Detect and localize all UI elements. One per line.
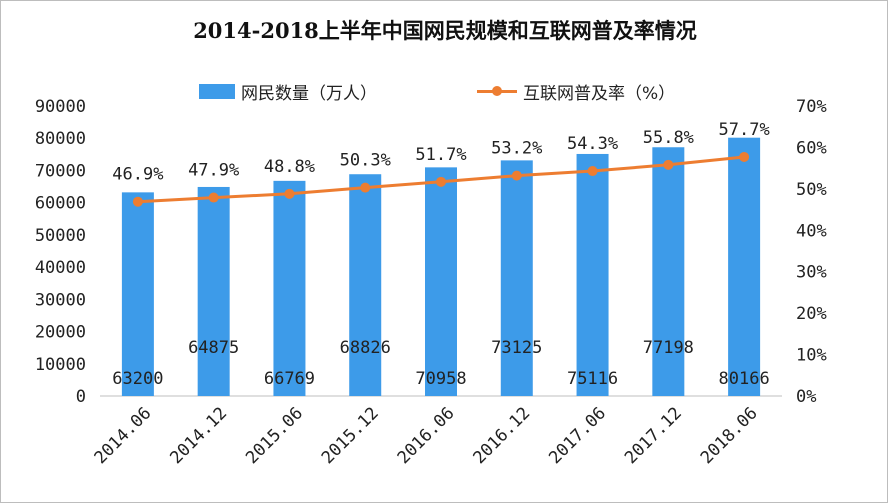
line-point-2018.06 [739,151,750,162]
line-point-2014.06 [132,196,143,207]
x-tick-label: 2017.06 [545,403,610,468]
y-right-tick-label: 60% [796,138,827,158]
legend-item-bar-series: 网民数量（万人） [199,81,377,104]
bar-2017.12 [652,147,685,396]
y-left-tick-label: 30000 [35,290,86,310]
line-value-label: 50.3% [340,151,391,171]
line-value-label: 53.2% [491,139,542,159]
line-point-2015.06 [284,188,295,199]
bar-value-label: 73125 [491,338,542,358]
chart-title: 2014-2018上半年中国网民规模和互联网普及率情况 [193,18,697,43]
bar-value-label: 68826 [340,338,391,358]
line-point-2015.12 [360,182,371,193]
y-right-tick-label: 20% [796,304,827,324]
line-point-2014.12 [208,192,219,203]
x-tick-label: 2017.12 [621,403,686,468]
bar-2014.12 [197,186,230,396]
bar-2016.12 [500,160,533,396]
x-tick-label: 2015.06 [242,403,307,468]
bar-value-label: 77198 [643,338,694,358]
line-value-label: 47.9% [188,161,239,181]
line-value-label: 51.7% [415,145,466,165]
bar-value-label: 64875 [188,338,239,358]
line-value-label: 54.3% [567,134,618,154]
bar-2017.06 [576,153,609,396]
legend-item-line-series: 互联网普及率（%） [477,81,676,104]
bar-2014.06 [121,192,154,396]
line-point-2017.12 [663,159,674,170]
y-left-tick-label: 90000 [35,97,86,117]
bar-2016.06 [425,167,457,396]
bar-2015.06 [273,180,306,396]
legend-swatch-line [477,84,517,98]
legend-swatch-bar [199,83,235,99]
legend-label-line-series: 互联网普及率（%） [523,83,676,104]
bar-value-label: 80166 [719,369,770,389]
bar-value-label: 70958 [415,369,466,389]
line-value-label: 55.8% [643,128,694,148]
bar-2015.12 [349,174,382,396]
x-tick-label: 2016.06 [394,403,459,468]
y-right-tick-label: 0% [796,387,816,407]
line-point-2016.06 [436,176,446,187]
y-right-tick-label: 70% [796,97,827,117]
bar-value-label: 63200 [112,369,163,389]
line-value-label: 48.8% [264,157,315,177]
y-left-tick-label: 80000 [35,129,86,149]
y-right-tick-label: 30% [796,263,827,283]
y-left-tick-label: 0 [76,387,86,407]
line-value-label: 46.9% [112,165,163,185]
line-point-2017.06 [587,166,598,177]
line-value-label: 57.7% [719,120,770,140]
x-tick-label: 2014.06 [91,403,156,468]
bar-value-label: 75116 [567,369,618,389]
bar-value-label: 66769 [264,369,315,389]
chart-legend: 网民数量（万人） 互联网普及率（%） [1,81,888,104]
bar-2018.06 [728,137,761,397]
x-tick-label: 2018.06 [697,403,762,468]
line-point-2016.12 [511,170,522,181]
y-left-tick-label: 40000 [35,258,86,278]
y-left-tick-label: 60000 [35,194,86,214]
y-right-tick-label: 10% [796,346,827,366]
x-tick-label: 2016.12 [470,403,535,468]
y-right-tick-label: 50% [796,180,827,200]
x-tick-label: 2015.12 [318,403,383,468]
y-left-tick-label: 70000 [35,161,86,181]
y-right-tick-label: 40% [796,221,827,241]
legend-label-bar-series: 网民数量（万人） [241,83,377,104]
y-left-tick-label: 10000 [35,355,86,375]
y-left-tick-label: 20000 [35,323,86,343]
x-tick-label: 2014.12 [166,403,231,468]
y-left-tick-label: 50000 [35,226,86,246]
